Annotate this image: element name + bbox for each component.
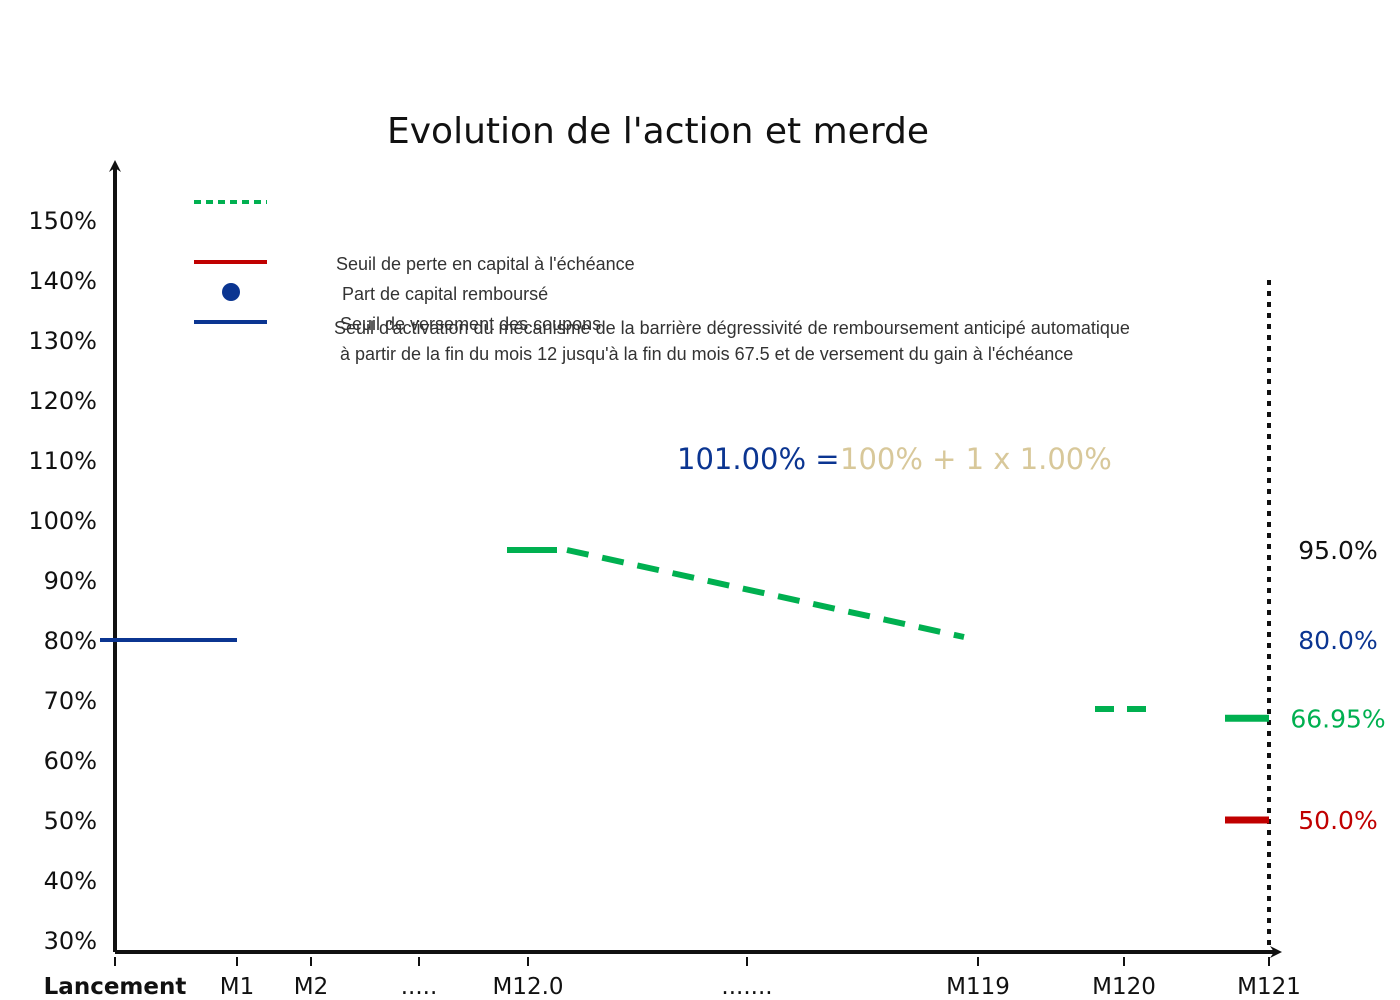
x-tick-label: ..... [401, 974, 438, 1000]
y-tick-label: 70% [44, 687, 97, 715]
y-ticks: 150% 140% 130% 120% 110% 100% 90% 80% 70% 60% 50% 4… [28, 207, 97, 955]
right-value-label: 80.0% [1298, 626, 1377, 655]
y-tick-label: 120% [28, 387, 97, 415]
legend-label-green-line1: Seuil d'activation du mécanisme de la ba… [334, 318, 1130, 338]
legend-label-green-line2: à partir de la fin du mois 12 jusqu'à la… [340, 344, 1073, 364]
y-tick-label: 30% [44, 927, 97, 955]
y-tick-label: 60% [44, 747, 97, 775]
y-tick-label: 150% [28, 207, 97, 235]
right-value-label: 50.0% [1298, 806, 1377, 835]
right-labels: 95.0% 80.0% 66.95% 50.0% [1290, 536, 1385, 835]
x-tick-label: M119 [946, 974, 1010, 1000]
y-tick-label: 40% [44, 867, 97, 895]
y-tick-label: 130% [28, 327, 97, 355]
legend-label-blue-dot: Part de capital remboursé [342, 284, 548, 304]
chart-title: Evolution de l'action et merde [387, 111, 929, 152]
x-ticks: Lancement M1 M2..... M12.0....... M119 M120 M1… [44, 957, 1301, 1000]
formula: 101.00% = 100% + 1 x 1.00% [677, 442, 1112, 476]
legend-label-blue-line: Seuil de versement des coupons [340, 314, 601, 334]
right-value-label: 66.95% [1290, 704, 1385, 733]
y-tick-label: 90% [44, 567, 97, 595]
x-tick-label: ....... [721, 974, 772, 1000]
x-tick-label: M120 [1092, 974, 1156, 1000]
x-tick-label: Lancement [44, 974, 187, 1000]
formula-left: 101.00% = [677, 442, 840, 476]
y-tick-label: 110% [28, 447, 97, 475]
right-value-label: 95.0% [1298, 536, 1377, 565]
x-tick-label: M121 [1237, 974, 1301, 1000]
x-tick-label: M2 [294, 974, 328, 1000]
x-tick-label: M1 [220, 974, 254, 1000]
y-tick-label: 80% [44, 627, 97, 655]
series-green-line [566, 547, 965, 640]
axes [109, 160, 1282, 958]
series [100, 547, 1269, 824]
legend-label-red: Seuil de perte en capital à l'échéance [336, 254, 635, 274]
y-tick-label: 140% [28, 267, 97, 295]
formula-right: 100% + 1 x 1.00% [840, 442, 1112, 476]
x-tick-label: M12.0 [492, 974, 563, 1000]
y-tick-label: 100% [28, 507, 97, 535]
legend-blue-dot [222, 283, 240, 301]
y-tick-label: 50% [44, 807, 97, 835]
legend: Seuil de perte en capital à l'échéance P… [194, 200, 1130, 364]
